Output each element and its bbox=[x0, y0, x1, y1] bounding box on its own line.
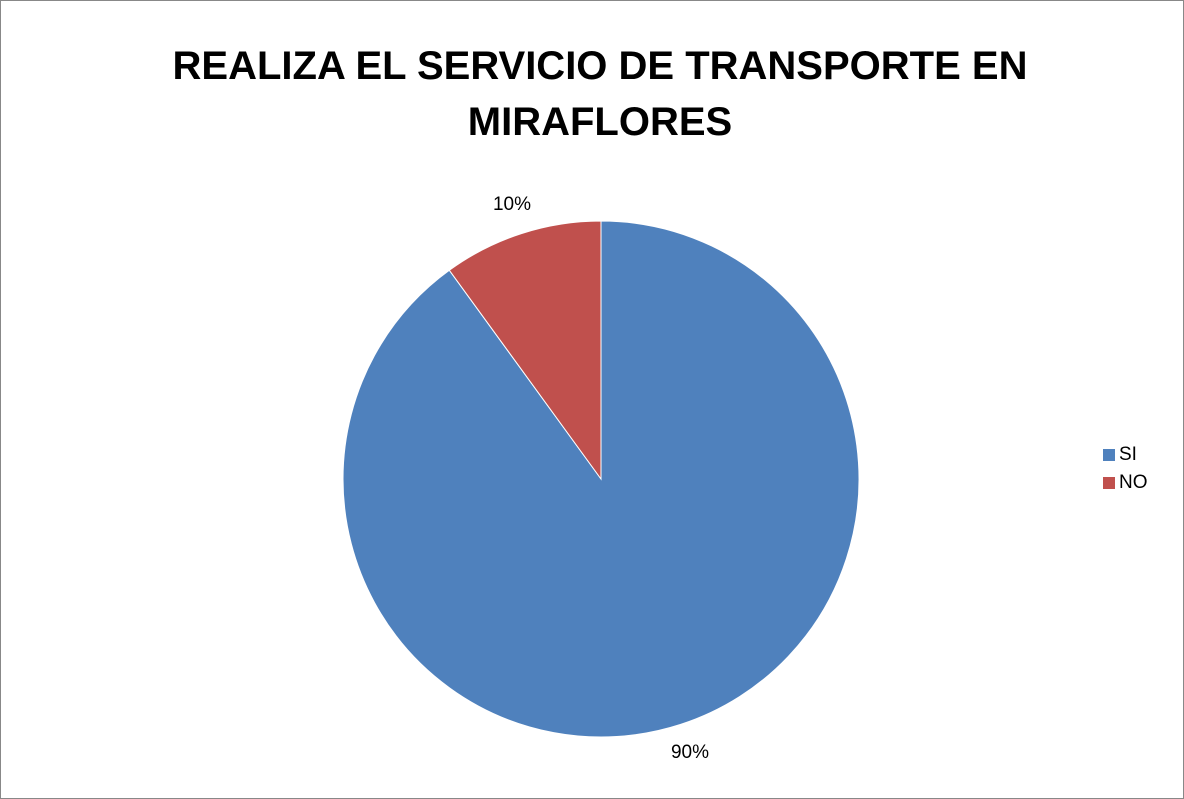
legend-swatch bbox=[1103, 477, 1115, 489]
chart-title: REALIZA EL SERVICIO DE TRANSPORTE EN MIR… bbox=[172, 44, 1028, 144]
pie-slice bbox=[448, 220, 602, 481]
legend-label: SI bbox=[1119, 444, 1137, 465]
data-label: 10% bbox=[493, 194, 531, 215]
pie-slice bbox=[342, 220, 860, 738]
legend-label: NO bbox=[1119, 472, 1148, 493]
data-label: 90% bbox=[671, 742, 709, 763]
legend-swatch bbox=[1103, 449, 1115, 461]
